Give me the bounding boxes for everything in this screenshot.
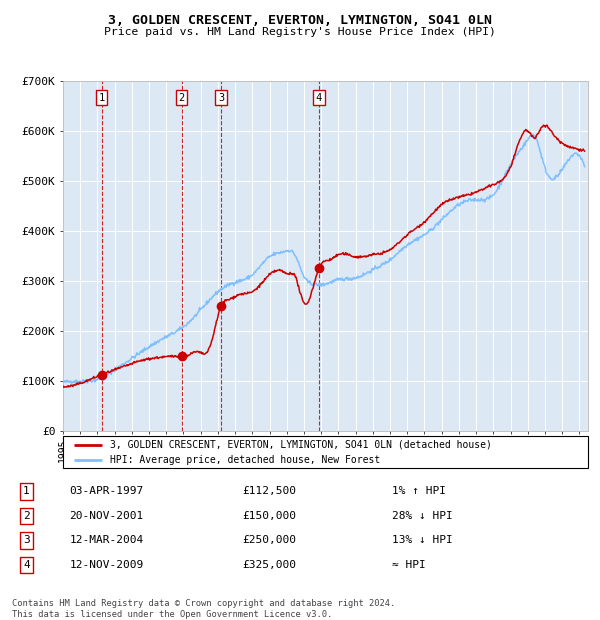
Text: Contains HM Land Registry data © Crown copyright and database right 2024.
This d: Contains HM Land Registry data © Crown c… xyxy=(12,600,395,619)
Text: 12-MAR-2004: 12-MAR-2004 xyxy=(70,536,144,546)
Text: 2: 2 xyxy=(178,93,185,103)
Text: 4: 4 xyxy=(316,93,322,103)
Text: 1: 1 xyxy=(23,487,30,497)
Text: 3, GOLDEN CRESCENT, EVERTON, LYMINGTON, SO41 0LN: 3, GOLDEN CRESCENT, EVERTON, LYMINGTON, … xyxy=(108,14,492,27)
Text: 28% ↓ HPI: 28% ↓ HPI xyxy=(392,511,453,521)
Text: HPI: Average price, detached house, New Forest: HPI: Average price, detached house, New … xyxy=(110,455,380,465)
FancyBboxPatch shape xyxy=(63,436,588,468)
Text: 3: 3 xyxy=(23,536,30,546)
Text: 12-NOV-2009: 12-NOV-2009 xyxy=(70,560,144,570)
Text: ≈ HPI: ≈ HPI xyxy=(392,560,426,570)
Text: 1: 1 xyxy=(98,93,105,103)
Text: £325,000: £325,000 xyxy=(242,560,296,570)
Text: 3: 3 xyxy=(218,93,224,103)
Text: 3, GOLDEN CRESCENT, EVERTON, LYMINGTON, SO41 0LN (detached house): 3, GOLDEN CRESCENT, EVERTON, LYMINGTON, … xyxy=(110,440,492,450)
Text: Price paid vs. HM Land Registry's House Price Index (HPI): Price paid vs. HM Land Registry's House … xyxy=(104,27,496,37)
Text: 1% ↑ HPI: 1% ↑ HPI xyxy=(392,487,446,497)
Text: 03-APR-1997: 03-APR-1997 xyxy=(70,487,144,497)
Text: £112,500: £112,500 xyxy=(242,487,296,497)
Text: 2: 2 xyxy=(23,511,30,521)
Text: 13% ↓ HPI: 13% ↓ HPI xyxy=(392,536,453,546)
Text: 4: 4 xyxy=(23,560,30,570)
Text: £250,000: £250,000 xyxy=(242,536,296,546)
Text: £150,000: £150,000 xyxy=(242,511,296,521)
Text: 20-NOV-2001: 20-NOV-2001 xyxy=(70,511,144,521)
